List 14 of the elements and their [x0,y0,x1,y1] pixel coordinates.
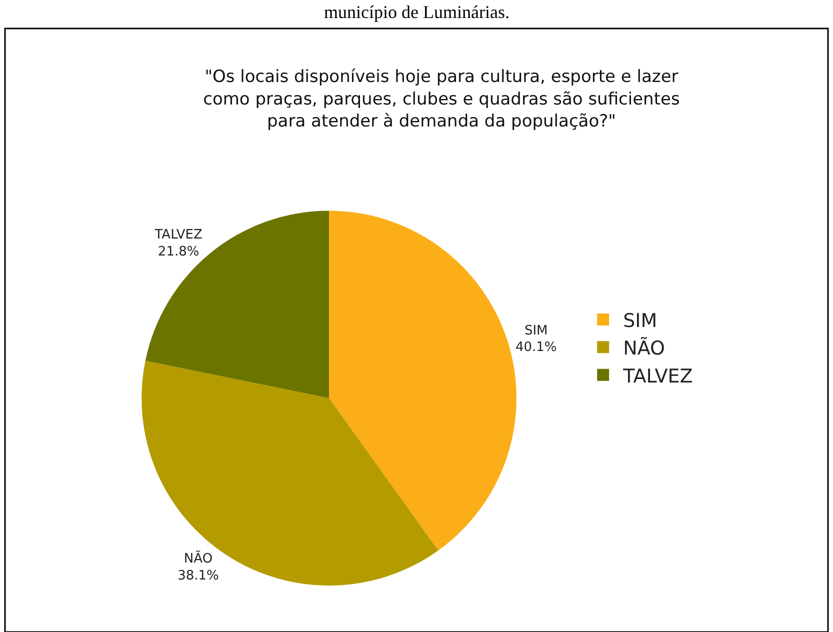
slice-label: SIM [524,323,548,338]
legend-label: SIM [623,310,658,332]
data-label: 21.8% [158,244,200,260]
slice-label: TALVEZ [154,227,202,242]
data-label: 38.1% [178,568,219,584]
pie-slice [329,210,516,550]
chart-title: "Os locais disponíveis hoje para cultura, esporte e lazer como praças, parques, clubes e quadras são suficientes para atender à demanda da população?" [203,67,680,132]
legend-label: NÃO [623,336,665,360]
legend-label: TALVEZ [622,365,693,388]
pie-slice [142,360,438,586]
text: município de Luminárias. [324,2,510,22]
data-label: 40.1% [515,340,557,356]
slice-label: NÃO [184,550,213,567]
pie-slice [145,210,330,398]
